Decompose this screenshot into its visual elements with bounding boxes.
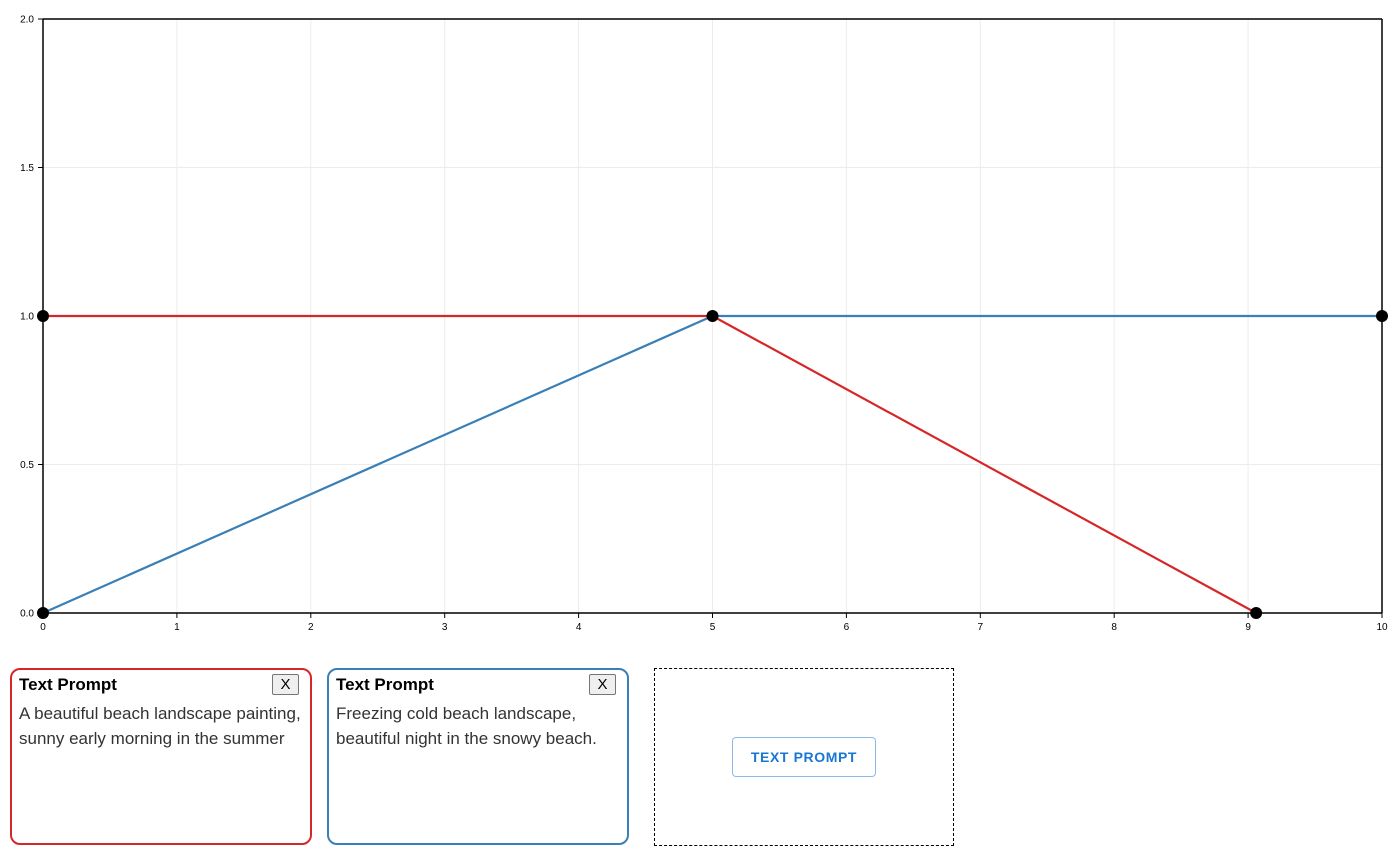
- x-tick-label: 0: [40, 622, 46, 633]
- add-prompt-area: TEXT PROMPT: [654, 668, 954, 846]
- x-tick-label: 3: [442, 622, 448, 633]
- x-tick-label: 8: [1111, 622, 1117, 633]
- y-tick-label: 2.0: [20, 15, 34, 26]
- keyframe-point[interactable]: [37, 607, 49, 619]
- y-tick-label: 1.5: [20, 163, 34, 174]
- prompt-text[interactable]: A beautiful beach landscape painting, su…: [19, 704, 301, 748]
- x-tick-label: 1: [174, 622, 180, 633]
- x-tick-label: 6: [844, 622, 850, 633]
- x-tick-label: 2: [308, 622, 314, 633]
- keyframe-point[interactable]: [37, 310, 49, 322]
- keyframe-point[interactable]: [1250, 607, 1263, 619]
- keyframe-point[interactable]: [1376, 310, 1388, 322]
- prompt-card-1: Text Prompt X A beautiful beach landscap…: [10, 668, 312, 845]
- prompt-cards: Text Prompt X A beautiful beach landscap…: [10, 668, 954, 846]
- add-text-prompt-button[interactable]: TEXT PROMPT: [732, 737, 876, 777]
- x-tick-label: 5: [710, 622, 716, 633]
- prompt-card-title: Text Prompt: [19, 675, 117, 694]
- prompt-card-title: Text Prompt: [336, 675, 434, 694]
- y-tick-label: 0.5: [20, 460, 34, 471]
- x-tick-label: 10: [1376, 622, 1388, 633]
- y-tick-label: 1.0: [20, 312, 34, 323]
- x-tick-label: 7: [978, 622, 984, 633]
- keyframe-point[interactable]: [706, 310, 719, 322]
- x-tick-label: 4: [576, 622, 582, 633]
- timeline-chart[interactable]: 0 1 2 3 4 5 6 7 8 9 10 0.0 0.5 1.0 1.5 2.0: [0, 0, 1398, 640]
- remove-prompt-button[interactable]: X: [589, 674, 616, 695]
- remove-prompt-button[interactable]: X: [272, 674, 299, 695]
- prompt-card-2: Text Prompt X Freezing cold beach landsc…: [327, 668, 629, 845]
- y-tick-label: 0.0: [20, 609, 34, 620]
- chart-points: [37, 310, 1388, 619]
- prompt-text[interactable]: Freezing cold beach landscape, beautiful…: [336, 704, 597, 748]
- x-tick-label: 9: [1245, 622, 1251, 633]
- chart-axes: 0 1 2 3 4 5 6 7 8 9 10 0.0 0.5 1.0 1.5 2.0: [20, 15, 1388, 634]
